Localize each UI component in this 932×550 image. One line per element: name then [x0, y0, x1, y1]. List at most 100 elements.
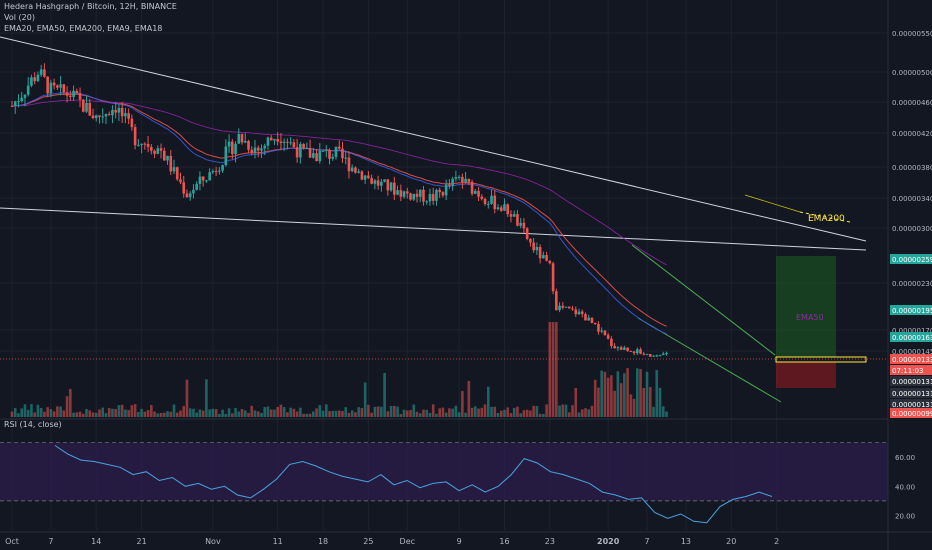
time-tick-label: 16: [499, 537, 509, 546]
volume-bar: [282, 407, 286, 417]
volume-bar: [438, 408, 441, 417]
volume-bar: [33, 412, 36, 417]
volume-bar: [156, 413, 160, 417]
volume-bar: [477, 408, 480, 417]
volume-bar: [535, 405, 539, 417]
volume-bar: [380, 406, 383, 417]
candle-body: [133, 127, 137, 146]
volume-bar: [23, 404, 27, 417]
candle-body: [350, 167, 354, 172]
rsi-legend: RSI (14, close): [4, 420, 62, 429]
volume-bar: [273, 409, 276, 417]
candle-body: [580, 311, 584, 315]
volume-bar: [542, 413, 545, 417]
volume-bar: [538, 413, 542, 417]
volume-bar: [279, 404, 283, 417]
volume-bar: [263, 407, 267, 417]
price-tag: [890, 376, 932, 386]
candle-body: [69, 95, 72, 97]
volume-bar: [276, 406, 279, 417]
price-tag-label: 0.00000131: [892, 378, 932, 386]
candle-body: [88, 102, 92, 116]
candle-body: [308, 148, 312, 158]
candle-body: [441, 192, 445, 196]
candle-body: [114, 109, 117, 113]
volume-bar: [133, 404, 137, 417]
volume-bar: [597, 387, 600, 417]
price-tag: [890, 399, 932, 409]
volume-bar: [146, 410, 150, 417]
volume-bar: [383, 372, 386, 417]
candle-body: [81, 99, 85, 112]
volume-bar: [584, 408, 587, 417]
volume-bar: [137, 411, 140, 417]
candle-body: [545, 255, 548, 261]
rsi-band: [0, 442, 888, 501]
price-tag: [890, 354, 932, 364]
candle-body: [548, 260, 552, 264]
ema-mid-line: [11, 92, 667, 335]
volume-bar: [389, 406, 393, 417]
volume-bar: [499, 410, 503, 417]
ema50-label: EMA50: [796, 313, 824, 322]
candle-body: [396, 190, 399, 195]
ema200-dashed: [799, 211, 851, 223]
candle-body: [529, 238, 532, 243]
volume-bar: [603, 371, 607, 417]
volume-bar: [59, 406, 62, 417]
ema-fast-line: [11, 93, 667, 327]
volume-bar: [36, 404, 40, 417]
volume-bar: [188, 408, 192, 417]
price-tick-label: 0.00000300: [892, 225, 932, 233]
volume-bar: [658, 387, 662, 417]
volume-bar: [324, 404, 328, 417]
volume-bar: [435, 413, 438, 417]
candle-body: [490, 195, 493, 204]
candle-body: [376, 180, 380, 186]
candle-body: [412, 193, 416, 200]
candle-body: [137, 144, 140, 146]
candle-body: [428, 194, 432, 202]
volume-bar: [62, 410, 66, 417]
candle-body: [208, 172, 211, 181]
volume-bar: [461, 390, 464, 417]
volume-bar: [65, 396, 69, 417]
candle-body: [639, 349, 642, 354]
candle-body: [26, 85, 30, 95]
candle-body: [289, 142, 292, 144]
volume-bar: [182, 406, 186, 417]
candle-body: [457, 176, 461, 178]
volume-bar: [169, 411, 173, 417]
ema200-label: EMA200: [808, 214, 845, 224]
candle-body: [590, 317, 594, 324]
volume-bar: [386, 411, 390, 417]
candle-body: [243, 141, 247, 143]
candle-body: [143, 143, 147, 145]
candle-body: [470, 181, 474, 194]
candle-body: [652, 355, 655, 357]
time-tick-label: Nov: [205, 537, 221, 546]
volume-bar: [561, 404, 565, 417]
volume-bar: [94, 412, 98, 417]
candle-body: [438, 189, 441, 193]
volume-bar: [166, 411, 169, 417]
candle-body: [448, 184, 451, 186]
price-tag-label: 0.00000195: [892, 307, 932, 315]
candle-body: [564, 306, 568, 308]
volume-bar: [159, 412, 163, 417]
candle-body: [78, 93, 82, 100]
volume-bar: [127, 410, 130, 417]
volume-bar: [613, 390, 616, 417]
volume-bar: [431, 404, 435, 417]
candle-body: [234, 143, 237, 155]
volume-bar: [334, 410, 338, 417]
candle-body: [665, 352, 668, 354]
volume-bar: [545, 404, 548, 417]
time-tick-label: Oct: [5, 537, 19, 546]
candle-body: [542, 255, 545, 259]
candle-body: [172, 167, 176, 172]
volume-bar: [451, 408, 454, 417]
candle-body: [516, 214, 519, 226]
volume-bar: [143, 411, 147, 417]
